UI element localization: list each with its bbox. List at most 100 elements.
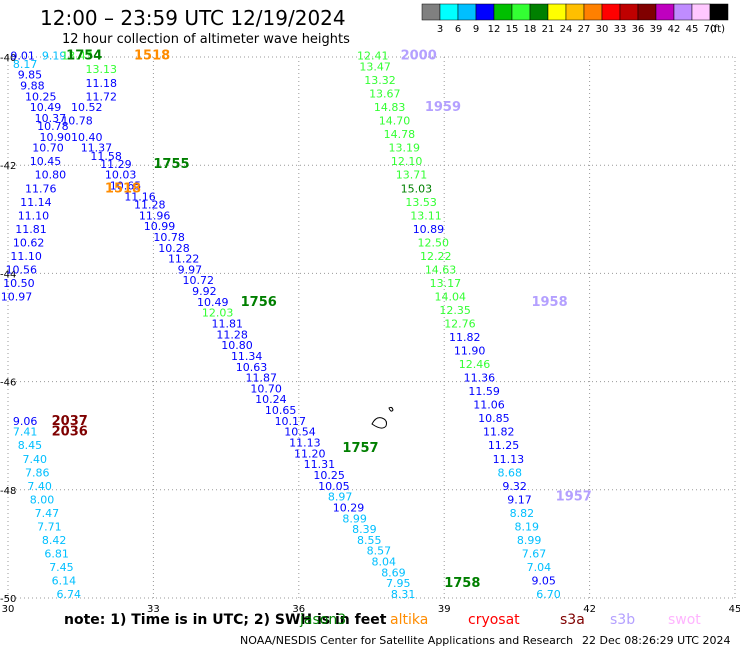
wave-height-label: 9.05 [531,574,556,587]
x-tick-label: 36 [292,604,305,615]
wave-height-label: 7.71 [37,520,62,533]
wave-height-label: 13.71 [396,169,428,182]
wave-height-label: 11.06 [473,399,505,412]
pass-time-label: 1958 [531,295,567,310]
wave-height-label: 11.82 [483,426,515,439]
wave-height-label: 11.13 [289,437,321,450]
pass-time-label: 2037 [52,414,88,429]
wave-height-label: 10.78 [153,231,185,244]
wave-height-label: 8.04 [372,556,397,569]
wave-height-label: 11.25 [488,439,520,452]
wave-height-label: 11.81 [212,318,244,331]
wave-height-label: 13.19 [388,142,420,155]
pass-time-label: 1758 [444,576,480,591]
wave-height-label: 10.90 [40,131,72,144]
wave-height-label: 10.70 [250,382,281,395]
x-tick-label: 33 [147,604,160,615]
wave-height-label: 8.99 [517,534,542,547]
wave-height-label: 11.14 [20,196,52,209]
legend-tick-label: 33 [614,24,627,35]
color-legend: 3 6 9 12 15 18 21 24 27 30 33 36 39 42 45 70 (ft) [421,3,729,35]
wave-height-label: 11.10 [10,250,42,263]
wave-height-label: 6.81 [44,547,69,560]
wave-height-label: 14.04 [435,290,467,303]
wave-height-label: 13.43 [61,50,93,63]
wave-height-label: 10.80 [35,169,66,182]
wave-height-label: 11.90 [454,345,486,358]
legend-tick-label: 30 [596,24,609,35]
page-subtitle: 12 hour collection of altimeter wave hei… [62,32,350,47]
wave-height-label: 10.65 [265,404,297,417]
wave-height-label: 8.39 [352,523,377,536]
wave-height-label: 7.95 [386,577,411,590]
wave-height-label: 10.49 [30,101,61,114]
wave-height-label: 10.54 [284,426,316,439]
page-title: 12:00 – 23:59 UTC 12/19/2024 [40,6,346,30]
wave-height-label: 13.67 [369,88,401,101]
wave-height-label: 12.41 [357,50,389,63]
wave-height-label: 10.29 [333,501,365,514]
wave-height-label: 7.04 [527,561,552,574]
wave-height-label: 10.45 [30,155,61,168]
wave-height-label: 9.85 [18,69,43,82]
wave-height-label: 7.47 [35,507,60,520]
legend-tick-label: 36 [632,24,645,35]
wave-height-label: 11.20 [294,447,326,460]
wave-height-label: 11.31 [304,458,336,471]
wave-height-label: 10.63 [236,361,268,374]
satellite-label-jason3: jason3 [300,612,347,628]
wave-height-label: 10.56 [6,263,38,276]
wave-height-label: 10.99 [144,220,176,233]
wave-height-label: 7.40 [27,480,51,493]
legend-unit: (ft) [710,24,725,35]
x-tick-label: 42 [583,604,596,615]
pass-time-label: 1756 [241,295,277,310]
legend-tick-label: 45 [686,24,699,35]
pass-time-label: 1754 [66,49,102,64]
wave-height-label: 9.32 [502,480,527,493]
legend-tick-label: 24 [560,24,573,35]
wave-height-label: 10.78 [37,120,69,133]
wave-height-label: 13.32 [364,74,396,87]
wave-height-label: 11.36 [464,372,496,385]
wave-height-label: 9.17 [507,493,532,506]
wave-height-label: 12.22 [420,250,452,263]
wave-height-label: 14.78 [384,128,416,141]
wave-height-label: 9.92 [192,285,217,298]
wave-height-label: 10.25 [313,469,345,482]
wave-height-label: 10.50 [3,277,34,290]
wave-height-label: 8.69 [381,566,406,579]
x-tick-label: 39 [438,604,451,615]
wave-height-label: 10.37 [35,112,66,125]
wave-height-label: 11.10 [18,209,50,222]
wave-height-label: 11.16 [124,190,156,203]
wave-height-label: 11.29 [100,158,132,171]
wave-height-label: 11.22 [168,253,200,266]
x-tick-label: 30 [2,604,15,615]
wave-height-label: 11.81 [15,223,47,236]
wave-height-label: 9.01 [10,50,35,63]
wave-height-label: 11.13 [493,453,524,466]
x-tick-label: 45 [729,604,740,615]
legend-tick-label: 12 [488,24,501,35]
pass-time-label: 1518 [134,49,170,64]
wave-height-label: 15.03 [401,182,433,195]
wave-height-label: 7.40 [23,453,48,466]
wave-height-label: 12.46 [459,358,491,371]
legend-swatch [709,3,729,21]
wave-height-label: 13.47 [359,61,391,74]
wave-height-label: 8.45 [18,439,43,452]
wave-height-label: 11.72 [86,90,118,103]
wave-height-label: 11.58 [90,150,122,163]
wave-height-label: 14.63 [425,263,457,276]
wave-height-label: 6.14 [52,574,76,587]
wave-height-label: 10.40 [71,131,103,144]
satellite-label-s3a: s3a [560,612,585,628]
wave-height-label: 6.74 [56,588,81,601]
wave-height-label: 10.70 [32,142,64,155]
wave-height-label: 10.97 [1,290,33,303]
footnote: note: 1) Time is in UTC; 2) SWH is in fe… [64,612,387,628]
y-tick-label: -40 [0,53,16,64]
wave-height-label: 9.88 [20,79,45,92]
